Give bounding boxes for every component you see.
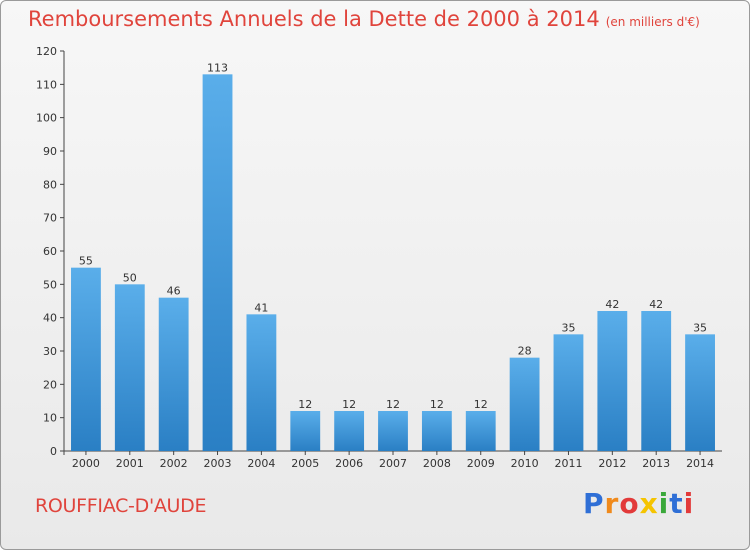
x-tick-label-2005: 2005 [291, 457, 319, 470]
chart-title-text: Remboursements Annuels de la Dette de 20… [28, 7, 600, 31]
bar-2009 [465, 411, 496, 451]
data-label-2010: 28 [518, 345, 532, 358]
x-tick-label-2014: 2014 [686, 457, 714, 470]
data-label-2006: 12 [342, 398, 356, 411]
y-tick-label: 70 [43, 212, 57, 225]
data-label-2000: 55 [79, 255, 93, 268]
data-label-2012: 42 [605, 298, 619, 311]
commune-name: ROUFFIAC-D'AUDE [35, 495, 207, 517]
data-label-2002: 46 [167, 285, 181, 298]
x-tick-label-2012: 2012 [598, 457, 626, 470]
data-label-2009: 12 [474, 398, 488, 411]
y-tick-label: 60 [43, 245, 57, 258]
data-label-2003: 113 [207, 61, 228, 74]
y-tick-label: 80 [43, 178, 57, 191]
x-tick-label-2004: 2004 [247, 457, 275, 470]
x-tick-label-2003: 2003 [204, 457, 232, 470]
y-tick-label: 10 [43, 412, 57, 425]
y-tick-label: 50 [43, 278, 57, 291]
x-tick-label-2001: 2001 [116, 457, 144, 470]
data-label-2011: 35 [561, 321, 575, 334]
bar-2007 [378, 411, 408, 451]
x-tick-label-2010: 2010 [511, 457, 539, 470]
bar-2001 [114, 284, 145, 451]
x-tick-label-2007: 2007 [379, 457, 407, 470]
x-tick-label-2000: 2000 [72, 457, 100, 470]
chart-title: Remboursements Annuels de la Dette de 20… [28, 7, 700, 31]
proxiti-logo: Proxiti [583, 487, 695, 520]
bar-2002 [158, 297, 189, 451]
data-label-2008: 12 [430, 398, 444, 411]
y-tick-label: 0 [50, 445, 57, 458]
y-tick-label: 90 [43, 145, 57, 158]
x-tick-label-2009: 2009 [467, 457, 495, 470]
bar-2010 [509, 357, 540, 451]
bar-2013 [641, 311, 672, 451]
data-label-2013: 42 [649, 298, 663, 311]
x-tick-label-2002: 2002 [160, 457, 188, 470]
data-label-2004: 41 [254, 301, 268, 314]
data-label-2001: 50 [123, 271, 137, 284]
y-tick-label: 100 [36, 112, 57, 125]
bar-2006 [334, 411, 365, 451]
x-tick-label-2008: 2008 [423, 457, 451, 470]
y-tick-label: 40 [43, 312, 57, 325]
x-tick-label-2011: 2011 [554, 457, 582, 470]
x-tick-label-2006: 2006 [335, 457, 363, 470]
bar-2005 [290, 411, 321, 451]
data-label-2007: 12 [386, 398, 400, 411]
x-tick-label-2013: 2013 [642, 457, 670, 470]
bar-2014 [685, 334, 715, 451]
bar-2011 [553, 334, 584, 451]
bar-2008 [421, 411, 452, 451]
data-label-2014: 35 [693, 321, 707, 334]
data-label-2005: 12 [298, 398, 312, 411]
chart-subtitle: (en milliers d'€) [605, 15, 700, 29]
y-tick-label: 30 [43, 345, 57, 358]
bar-2004 [246, 314, 277, 451]
bar-2012 [597, 311, 628, 451]
y-tick-label: 20 [43, 378, 57, 391]
y-tick-label: 110 [36, 78, 57, 91]
bar-2000 [71, 267, 101, 451]
y-tick-label: 120 [36, 45, 57, 58]
bar-2003 [202, 74, 233, 451]
